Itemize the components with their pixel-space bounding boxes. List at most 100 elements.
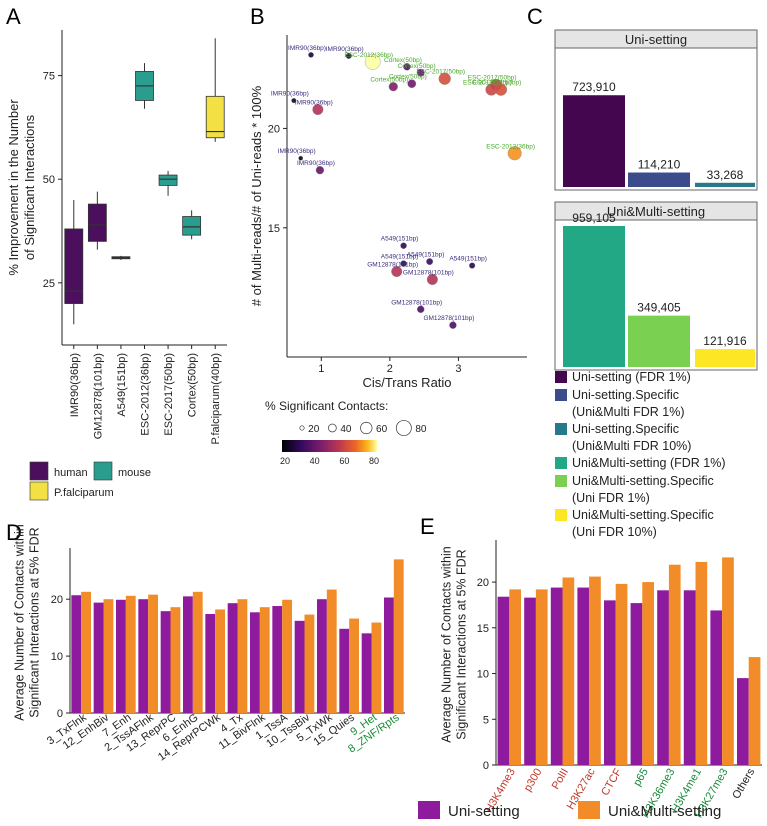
c-bar xyxy=(695,182,755,187)
panel-letter-d: D xyxy=(6,520,22,545)
b-point xyxy=(469,262,476,269)
a-legend-label: human xyxy=(54,467,88,479)
a-box xyxy=(158,174,178,186)
a-box xyxy=(205,95,225,139)
b-colorbar-label: 60 xyxy=(339,456,349,466)
b-point-label: IMR90(36bp) xyxy=(278,148,316,155)
b-point xyxy=(400,242,407,249)
a-x-tick-label: ESC-2017(50bp) xyxy=(163,353,175,436)
d-bar-uni xyxy=(160,611,171,713)
b-y-tick-label: 20 xyxy=(268,123,280,135)
d-bar-uni xyxy=(116,599,126,713)
d-bar-uni xyxy=(93,602,104,713)
b-point-label: GM12878(101bp) xyxy=(367,262,418,269)
d-bar-multi xyxy=(237,599,248,713)
e-bar-multi xyxy=(642,582,655,765)
d-y-tick-label: 20 xyxy=(51,594,63,606)
d-bar-uni xyxy=(71,595,82,713)
d-bar-multi xyxy=(170,607,181,713)
panel-d-barchart: 0 10 20 Average Number of Contacts within Si… xyxy=(13,524,405,764)
d-y-tick-label: 0 xyxy=(57,708,63,720)
b-point-label: IMR90(36bp) xyxy=(326,46,364,53)
b-point xyxy=(416,305,425,314)
d-bar-uni xyxy=(317,599,327,713)
e-bar-uni xyxy=(683,590,696,765)
d-y-axis-title-line-1: Average Number of Contacts within xyxy=(13,524,27,720)
panel-letter-c: C xyxy=(527,4,543,29)
panel-letter-a: A xyxy=(6,4,21,29)
d-bar-multi xyxy=(125,595,136,713)
e-x-tick-label: CTCF xyxy=(599,766,624,798)
d-bar-multi xyxy=(148,594,158,713)
d-bar-uni xyxy=(272,606,283,713)
c-bar-label: 114,210 xyxy=(638,158,681,172)
e-bar-multi xyxy=(722,557,734,765)
b-point xyxy=(312,104,324,116)
e-bar-multi xyxy=(695,561,708,765)
b-point xyxy=(438,72,451,85)
d-y-tick-label: 10 xyxy=(51,651,63,663)
a-y-axis-title-line-2: of Significant Interactions xyxy=(22,114,37,260)
b-point-label: ESC-2017(50bp) xyxy=(463,80,512,87)
d-bar-uni xyxy=(138,599,149,713)
d-bar-uni xyxy=(339,628,350,713)
b-point xyxy=(391,266,403,278)
e-bar-multi xyxy=(562,577,575,765)
c-legend-label: Uni-setting (FDR 1%) xyxy=(572,370,691,384)
c-bar xyxy=(563,95,625,187)
e-x-tick-label: p300 xyxy=(522,767,545,794)
c-bar xyxy=(563,226,625,367)
c-legend-label: Uni-setting.Specific xyxy=(572,422,679,436)
e-bar-multi xyxy=(589,576,601,765)
b-point xyxy=(449,321,457,329)
c-legend-label: Uni&Multi-setting.Specific xyxy=(572,474,714,488)
a-x-tick-label: Cortex(50bp) xyxy=(187,353,199,417)
e-bar-uni xyxy=(497,596,510,765)
panel-b-scatter: 15 20 1 2 3 Cis/Trans Ratio # of Multi-reads/#… xyxy=(249,35,535,466)
e-bar-uni xyxy=(603,600,616,765)
b-point-label: Cortex(50bp) xyxy=(384,57,422,64)
c-legend-swatch xyxy=(555,423,567,435)
e-bar-multi xyxy=(668,564,681,765)
bottom-legend-swatch xyxy=(418,801,440,819)
b-point-label: IMR90(36bp) xyxy=(288,45,326,52)
b-point xyxy=(298,155,304,161)
b-colorbar-label: 80 xyxy=(369,456,379,466)
c-legend-swatch xyxy=(555,457,567,469)
b-point-label: A549(151bp) xyxy=(449,256,487,263)
c-bar-label: 33,268 xyxy=(707,168,744,182)
d-bar-uni xyxy=(361,633,372,713)
e-x-tick-label: PolII xyxy=(550,767,571,792)
b-point xyxy=(400,260,407,267)
b-point-label: GM12878(101bp) xyxy=(423,315,474,322)
b-point-label: ESC-2012(36bp) xyxy=(344,52,393,59)
c-legend-label: Uni-setting.Specific xyxy=(572,388,679,402)
d-bar-multi xyxy=(215,609,225,713)
b-y-axis-title: # of Multi-reads/# of Uni-reads * 100% xyxy=(249,85,264,306)
c-bar-label: 349,405 xyxy=(637,301,681,315)
panel-letter-b: B xyxy=(250,4,265,29)
b-x-tick-label: 1 xyxy=(318,363,324,375)
e-bar-multi xyxy=(509,589,522,765)
e-y-axis-title-line-1: Average Number of Contacts within xyxy=(440,546,454,742)
b-size-legend-label: 20 xyxy=(308,424,320,435)
b-point-label: IMR90(36bp) xyxy=(295,100,333,107)
c-legend-label: (Uni&Multi FDR 1%) xyxy=(572,405,685,419)
b-colorbar xyxy=(282,440,377,452)
b-point-label: A549(151bp) xyxy=(381,254,419,261)
b-point-label: Cortex(50bp) xyxy=(389,74,427,81)
b-point-label: ESC-2012(36bp) xyxy=(486,143,535,150)
b-point-label: A549(151bp) xyxy=(381,236,419,243)
e-y-tick-label: 10 xyxy=(477,669,489,681)
b-point xyxy=(308,52,314,58)
b-point xyxy=(364,53,381,70)
d-bar-multi xyxy=(259,607,270,713)
a-box xyxy=(87,203,107,242)
e-y-tick-label: 5 xyxy=(483,714,489,726)
a-y-tick-label: 50 xyxy=(43,174,55,186)
e-bar-multi xyxy=(535,589,548,765)
c-bar-label: 723,910 xyxy=(572,80,616,94)
e-bar-uni xyxy=(577,587,590,765)
e-y-tick-label: 15 xyxy=(477,623,489,635)
d-bar-multi xyxy=(81,591,91,713)
